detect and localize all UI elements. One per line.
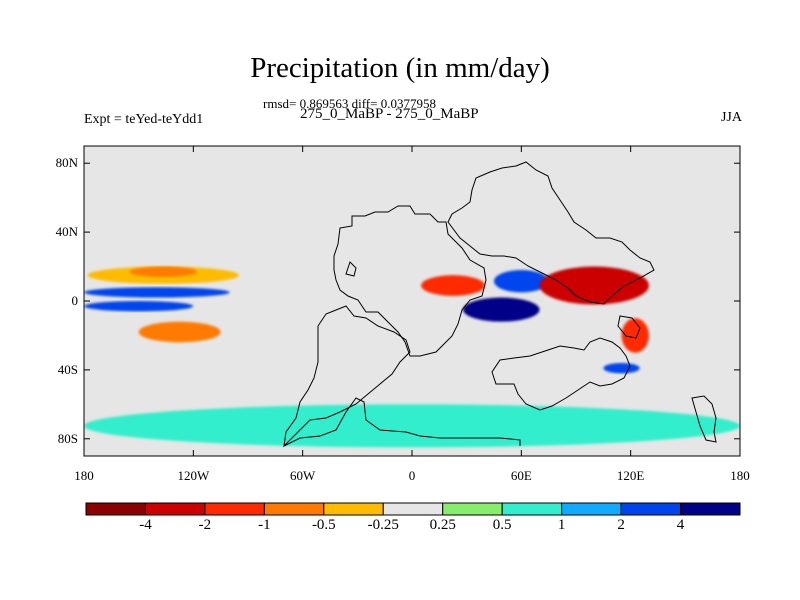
right-string: JJA [720, 110, 742, 125]
x-tick-label: 60W [290, 468, 316, 483]
colorbar-box-7 [501, 502, 563, 516]
colorbar-box-8 [561, 502, 622, 516]
y-tick-label: 40N [55, 224, 78, 240]
colorbar-label: 0.25 [429, 517, 456, 533]
colorbar-box-2 [204, 502, 265, 516]
colorbar-label: -0.25 [367, 517, 399, 533]
colorbar-label: -0.5 [311, 517, 336, 533]
colorbar-label: 0.5 [492, 517, 512, 533]
y-tick-label: 80S [57, 430, 78, 446]
continent-outline [283, 161, 717, 448]
center-string: 275_0_MaBP - 275_0_MaBP [300, 106, 479, 122]
left-string: Expt = teYed-teYdd1 [84, 112, 204, 127]
colorbar-label: -2 [198, 517, 212, 533]
anomaly-region-3 [138, 321, 221, 343]
colorbar-box-3 [263, 502, 325, 516]
colorbar-label: 1 [557, 517, 566, 533]
stats-line: rmsd= 0.869563 diff= 0.0377958 [263, 96, 436, 111]
colorbar-box-0 [85, 502, 146, 516]
x-tick-label: 180 [730, 468, 750, 483]
anomaly-region-4 [84, 301, 194, 312]
x-tick-label: 120E [616, 468, 645, 483]
colorbar-box-4 [323, 502, 384, 516]
colorbar-label: -1 [258, 517, 271, 533]
anomaly-region-9 [621, 318, 649, 353]
chart-title: Precipitation (in mm/day) [250, 52, 550, 84]
colorbar-box-1 [144, 502, 206, 516]
colorbar-label: -4 [139, 517, 152, 533]
x-tick-label: 0 [408, 468, 416, 483]
colorbar-box-5 [382, 502, 444, 516]
anomaly-region-5 [421, 275, 485, 296]
colorbar-box-10 [680, 502, 741, 516]
anomaly-region-8 [539, 266, 649, 305]
y-tick-label: 40S [57, 361, 78, 377]
colorbar-label: 4 [676, 517, 685, 533]
colorbar-box-6 [442, 502, 503, 516]
colorbar-label: 2 [617, 517, 625, 533]
anomaly-region-11 [84, 404, 740, 448]
colorbar-box-9 [620, 502, 682, 516]
anomaly-region-6 [463, 297, 540, 322]
x-tick-label: 60E [510, 468, 532, 483]
anomaly-region-1 [129, 266, 197, 277]
anomaly-region-10 [603, 363, 640, 374]
x-tick-label: 120W [177, 468, 210, 483]
anomaly-region-7 [493, 270, 549, 293]
y-tick-label: 80N [55, 155, 78, 171]
y-tick-label: 0 [71, 293, 79, 308]
x-tick-label: 180 [74, 468, 94, 483]
anomaly-region-2 [84, 287, 230, 298]
